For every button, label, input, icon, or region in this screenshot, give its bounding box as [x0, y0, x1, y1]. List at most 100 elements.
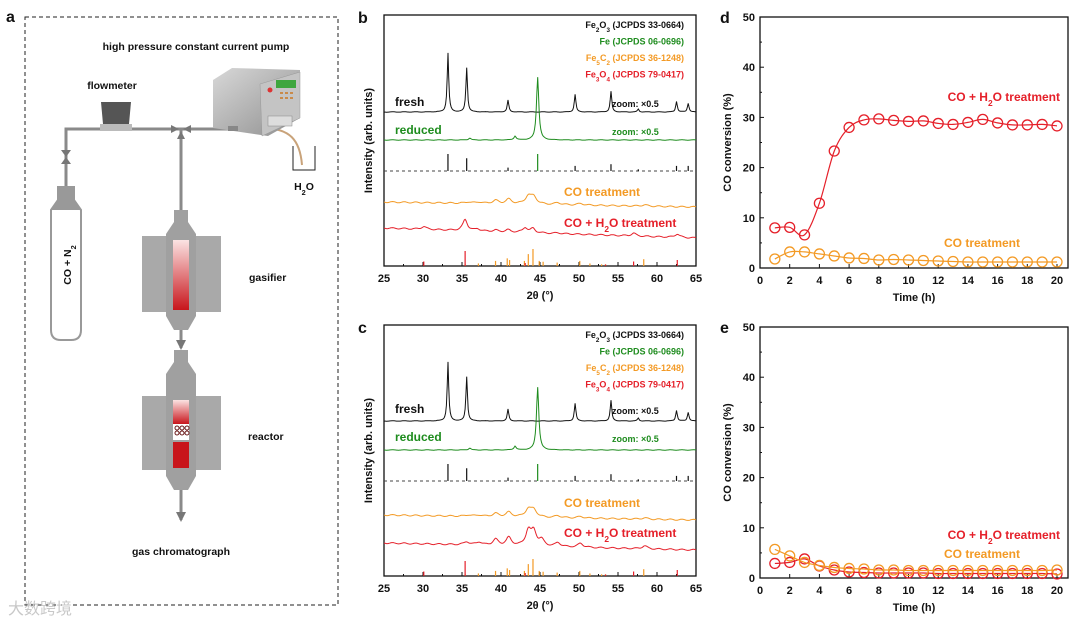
data-point-co-treatment	[888, 564, 900, 576]
reactor-label: reactor	[248, 431, 284, 443]
series-line-co-h2o-treatment	[774, 558, 1058, 575]
x-axis-title: Time (h)	[893, 602, 936, 614]
data-point-co-h2o-treatment	[888, 114, 900, 127]
data-point-co-treatment	[873, 254, 885, 266]
panel-letter-a: a	[6, 9, 15, 26]
x-tick-label: 20	[1051, 275, 1063, 287]
data-point-co-treatment	[932, 255, 944, 267]
panel-letter-c: c	[358, 320, 367, 337]
x-tick-label: 12	[932, 275, 944, 287]
zoom-label: zoom: ×0.5	[612, 99, 659, 109]
data-point-co-treatment	[798, 246, 811, 258]
data-point-co-h2o-treatment	[798, 553, 811, 565]
data-point-co-h2o-treatment	[888, 567, 900, 579]
data-point-co-treatment	[858, 252, 870, 265]
zoom-label: zoom: ×0.5	[612, 434, 659, 444]
data-point-co-treatment	[813, 248, 826, 260]
data-point-co-treatment	[843, 562, 855, 575]
series-label-co-treatment: CO treatment	[564, 185, 640, 199]
data-point-co-treatment	[947, 564, 959, 577]
series-label-co-h2o-treatment: CO + H2O treatment	[564, 216, 676, 234]
xrd-trace-co-treatment	[383, 506, 697, 521]
reactor-icon	[142, 350, 221, 490]
data-point-co-h2o-treatment	[947, 567, 959, 580]
y-tick-label: 0	[749, 573, 755, 585]
data-point-co-treatment	[962, 256, 974, 268]
x-tick-label: 4	[816, 275, 823, 287]
legend-entry: Fe5C2 (JCPDS 36-1248)	[586, 363, 684, 377]
xrd-trace-fresh	[383, 361, 697, 422]
x-tick-label: 20	[1051, 585, 1063, 597]
data-point-co-treatment	[1051, 564, 1063, 576]
series-label-reduced: reduced	[395, 123, 442, 137]
data-point-co-h2o-treatment	[902, 115, 915, 128]
x-tick-label: 30	[417, 583, 429, 595]
series-label-co-treatment: CO treatment	[564, 496, 640, 510]
data-point-co-treatment	[858, 563, 870, 575]
data-point-co-treatment	[843, 252, 855, 264]
series-label-co-treatment: CO treatment	[944, 236, 1020, 250]
y-axis-title: Intensity (arb. units)	[363, 398, 375, 503]
x-tick-label: 45	[534, 583, 546, 595]
xrd-trace-reduced	[383, 387, 696, 451]
series-line-co-treatment	[774, 250, 1057, 263]
x-tick-label: 65	[690, 583, 702, 595]
xrd-trace-co-h2o-treatment	[383, 218, 697, 239]
legend-entry: Fe (JCPDS 06-0696)	[599, 37, 684, 47]
y-tick-label: 50	[743, 322, 755, 334]
data-point-co-h2o-treatment	[991, 117, 1004, 129]
data-point-co-treatment	[1006, 256, 1019, 268]
x-tick-label: 18	[1021, 585, 1033, 597]
series-label-co-treatment: CO treatment	[944, 547, 1020, 561]
data-point-co-treatment	[1051, 256, 1063, 268]
data-point-co-treatment	[888, 253, 900, 266]
x-tick-label: 8	[876, 275, 882, 287]
junction-icon	[171, 125, 191, 139]
data-point-co-h2o-treatment	[843, 121, 855, 134]
x-axis-title: 2θ (°)	[527, 290, 554, 302]
x-tick-label: 40	[495, 583, 507, 595]
y-tick-label: 30	[743, 112, 755, 124]
panel-letter-d: d	[720, 10, 730, 27]
data-point-co-h2o-treatment	[798, 229, 811, 241]
data-point-co-h2o-treatment	[769, 557, 781, 570]
panel-c-xrd-chart: c 25 30 35 40 45 50 55 60 65 2θ (°) Intensity (arb.…	[358, 320, 702, 612]
data-point-co-h2o-treatment	[813, 197, 826, 209]
series-label-co-h2o-treatment: CO + H2O treatment	[948, 528, 1060, 546]
flowmeter-icon	[100, 102, 132, 131]
y-tick-label: 40	[743, 62, 755, 74]
data-point-co-h2o-treatment	[1051, 120, 1063, 132]
data-point-co-treatment	[828, 561, 840, 574]
y-tick-label: 30	[743, 422, 755, 434]
x-tick-label: 14	[962, 275, 975, 287]
gas-cylinder-icon	[50, 186, 82, 341]
y-tick-label: 10	[743, 523, 755, 535]
data-point-co-h2o-treatment	[1036, 567, 1048, 580]
y-tick-label: 0	[749, 263, 755, 275]
data-point-co-treatment	[769, 543, 781, 556]
data-point-co-treatment	[902, 564, 915, 577]
panel-e-conversion-chart: e 0 10 20 30 40 50 0 2 4 6 8 10 12 14 16 18 20 Time (h) CO …	[720, 320, 1069, 614]
diagram-border	[24, 16, 339, 606]
x-tick-label: 35	[456, 273, 468, 285]
data-point-co-h2o-treatment	[858, 566, 870, 579]
zoom-label: zoom: ×0.5	[612, 406, 659, 416]
data-point-co-h2o-treatment	[932, 117, 944, 130]
data-point-co-h2o-treatment	[932, 567, 944, 580]
xrd-trace-co-treatment	[383, 193, 697, 208]
valve-icon	[61, 150, 71, 164]
data-point-co-h2o-treatment	[873, 567, 885, 579]
x-tick-label: 50	[573, 273, 585, 285]
x-tick-label: 35	[456, 583, 468, 595]
data-point-co-h2o-treatment	[917, 115, 929, 127]
data-point-co-treatment	[962, 564, 974, 577]
data-point-co-treatment	[932, 564, 944, 577]
data-point-co-h2o-treatment	[1006, 119, 1019, 131]
data-point-co-h2o-treatment	[962, 116, 974, 129]
x-tick-label: 18	[1021, 275, 1033, 287]
data-point-co-h2o-treatment	[873, 113, 885, 125]
x-tick-label: 2	[787, 275, 793, 287]
data-point-co-h2o-treatment	[828, 145, 840, 157]
data-point-co-h2o-treatment	[858, 114, 870, 126]
x-tick-label: 16	[991, 585, 1003, 597]
